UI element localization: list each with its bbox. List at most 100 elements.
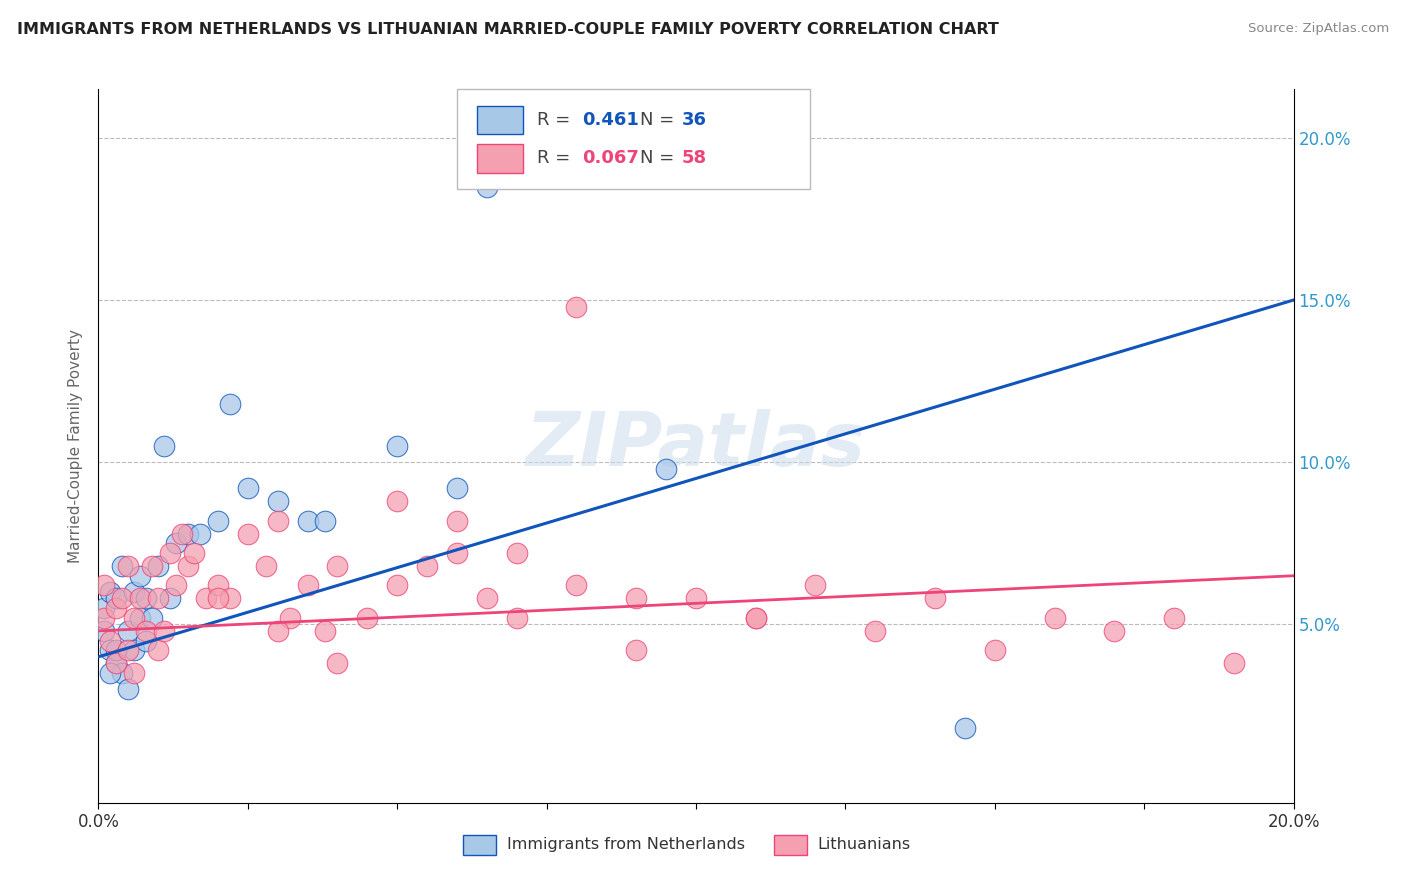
Point	[153, 439, 176, 453]
Point	[385, 494, 409, 508]
Point	[124, 611, 146, 625]
Point	[685, 591, 707, 606]
Text: N =: N =	[640, 150, 679, 168]
Point	[177, 526, 200, 541]
Point	[135, 591, 157, 606]
Point	[93, 578, 115, 592]
Text: Lithuanians: Lithuanians	[818, 837, 911, 852]
Point	[105, 591, 128, 606]
Point	[326, 559, 349, 574]
Point	[105, 643, 128, 657]
Point	[219, 397, 242, 411]
Point	[124, 585, 146, 599]
Point	[135, 624, 157, 638]
Point	[254, 559, 277, 574]
Point	[506, 611, 529, 625]
Point	[984, 643, 1007, 657]
Point	[105, 601, 128, 615]
Point	[183, 546, 205, 560]
Point	[1104, 624, 1126, 638]
Text: Source: ZipAtlas.com: Source: ZipAtlas.com	[1249, 22, 1389, 36]
Y-axis label: Married-Couple Family Poverty: Married-Couple Family Poverty	[67, 329, 83, 563]
Text: Immigrants from Netherlands: Immigrants from Netherlands	[508, 837, 745, 852]
Text: ZIPatlas: ZIPatlas	[526, 409, 866, 483]
Point	[141, 559, 163, 574]
Point	[207, 578, 229, 592]
FancyBboxPatch shape	[477, 145, 523, 173]
Point	[326, 657, 349, 671]
Point	[153, 624, 176, 638]
Text: 36: 36	[682, 111, 707, 128]
Point	[117, 643, 139, 657]
FancyBboxPatch shape	[477, 105, 523, 134]
Text: R =: R =	[537, 111, 576, 128]
Point	[129, 568, 152, 582]
Point	[98, 643, 122, 657]
Point	[207, 514, 229, 528]
Point	[207, 591, 229, 606]
Point	[565, 300, 588, 314]
Point	[1223, 657, 1246, 671]
Point	[98, 666, 122, 681]
Point	[565, 578, 588, 592]
Point	[188, 526, 211, 541]
Point	[165, 578, 187, 592]
Point	[117, 559, 139, 574]
Point	[655, 461, 678, 475]
Text: 0.461: 0.461	[582, 111, 640, 128]
Point	[117, 624, 139, 638]
Point	[98, 585, 122, 599]
Point	[165, 536, 187, 550]
Point	[446, 481, 468, 495]
Point	[111, 591, 134, 606]
FancyBboxPatch shape	[457, 89, 810, 189]
Point	[148, 643, 170, 657]
Point	[1043, 611, 1066, 625]
Point	[124, 643, 146, 657]
Point	[267, 494, 290, 508]
Point	[117, 682, 139, 697]
Point	[124, 666, 146, 681]
Point	[267, 514, 290, 528]
Point	[475, 591, 498, 606]
Point	[297, 514, 319, 528]
Point	[105, 657, 128, 671]
Point	[745, 611, 768, 625]
FancyBboxPatch shape	[773, 835, 807, 855]
Point	[159, 546, 181, 560]
Point	[105, 657, 128, 671]
Point	[135, 633, 157, 648]
Point	[177, 559, 200, 574]
Point	[111, 559, 134, 574]
Point	[446, 514, 468, 528]
Point	[148, 559, 170, 574]
Point	[111, 666, 134, 681]
Point	[93, 611, 115, 625]
Point	[98, 633, 122, 648]
Point	[129, 591, 152, 606]
Point	[1163, 611, 1185, 625]
Point	[93, 624, 115, 638]
Text: R =: R =	[537, 150, 576, 168]
Text: 58: 58	[682, 150, 707, 168]
Text: N =: N =	[640, 111, 679, 128]
Point	[315, 624, 337, 638]
Point	[278, 611, 301, 625]
Point	[924, 591, 946, 606]
Point	[93, 601, 115, 615]
Point	[148, 591, 170, 606]
Point	[745, 611, 768, 625]
Point	[159, 591, 181, 606]
Text: 0.067: 0.067	[582, 150, 640, 168]
Point	[865, 624, 887, 638]
Point	[236, 526, 259, 541]
Point	[506, 546, 529, 560]
Point	[804, 578, 827, 592]
Point	[236, 481, 259, 495]
FancyBboxPatch shape	[463, 835, 496, 855]
Text: IMMIGRANTS FROM NETHERLANDS VS LITHUANIAN MARRIED-COUPLE FAMILY POVERTY CORRELAT: IMMIGRANTS FROM NETHERLANDS VS LITHUANIA…	[17, 22, 998, 37]
Point	[172, 526, 194, 541]
Point	[129, 611, 152, 625]
Point	[416, 559, 439, 574]
Point	[475, 179, 498, 194]
